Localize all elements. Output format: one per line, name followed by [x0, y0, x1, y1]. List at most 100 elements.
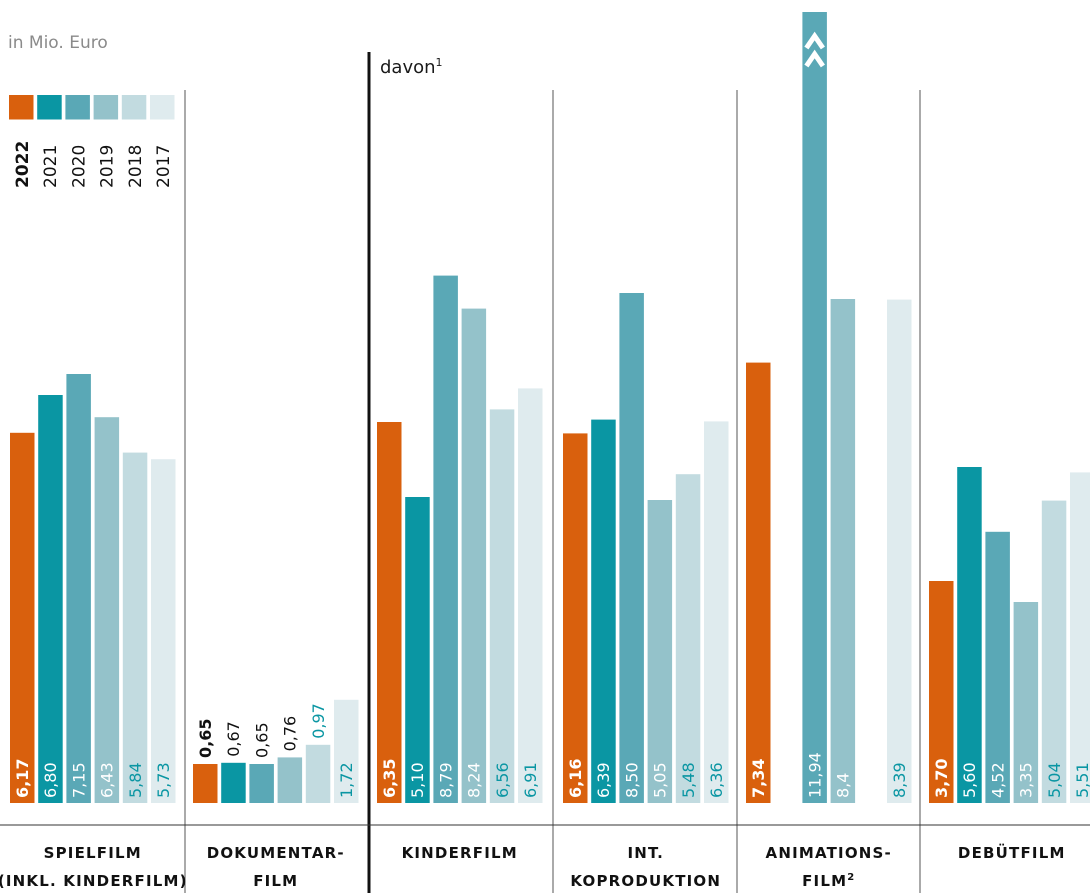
category-label-2-line0: KINDERFILM: [402, 844, 518, 862]
value-label-5-2021: 5,60: [960, 762, 979, 798]
bar-1-2019: [277, 757, 303, 803]
davon-text: davon: [380, 57, 436, 78]
category-label-5-line0: DEBÜTFILM: [958, 843, 1066, 862]
bar-3-2017: [704, 421, 729, 803]
bar-1-2017: [334, 699, 359, 803]
axis-break-chevron: [804, 31, 825, 50]
value-label-2-2020: 8,79: [436, 762, 455, 798]
bar-0-2017: [151, 459, 176, 803]
value-label-0-2017: 5,73: [154, 762, 173, 798]
category-label-4-line1: FILM2: [802, 872, 855, 890]
bar-1-2021: [221, 762, 246, 803]
legend-swatch-2022: [9, 95, 34, 120]
value-label-3-2021: 6,39: [594, 762, 613, 798]
bar-0-2021: [38, 395, 63, 803]
value-label-3-2020: 8,50: [622, 762, 641, 798]
legend-swatch-2017: [150, 95, 175, 120]
category-label-1-line1: FILM: [253, 872, 298, 890]
category-footnote-4: 2: [847, 872, 855, 883]
bar-5-2017: [1070, 472, 1090, 803]
value-label-3-2022: 6,16: [566, 759, 585, 798]
bar-5-2020: [985, 531, 1010, 803]
category-label-4-line0: ANIMATIONS-: [766, 844, 892, 862]
value-label-2-2022: 6,35: [380, 759, 399, 798]
bar-5-2021: [957, 467, 982, 803]
value-label-2-2018: 6,56: [493, 762, 512, 798]
legend: 2022 2021 2020 2019 2018 2017: [9, 95, 175, 188]
bar-1-2022: [193, 764, 218, 803]
value-label-3-2019: 5,05: [651, 762, 670, 798]
legend-swatch-2018: [121, 95, 147, 120]
value-label-4-2022: 7,34: [749, 759, 768, 798]
value-label-3-2017: 6,36: [707, 762, 726, 798]
bar-4-2017: [887, 299, 912, 803]
bar-4-2020: [802, 12, 827, 803]
legend-year-2022: 2022: [13, 141, 33, 188]
bar-3-2021: [591, 419, 616, 803]
value-label-5-2018: 5,04: [1045, 762, 1064, 798]
legend-swatch-2019: [93, 95, 119, 120]
bar-4-2019: [830, 299, 856, 803]
legend-year-2019: 2019: [98, 145, 118, 188]
bar-2-2022: [377, 422, 402, 803]
value-label-5-2022: 3,70: [932, 759, 951, 798]
bar-0-2020: [66, 374, 91, 803]
value-label-1-2017: 1,72: [337, 762, 356, 798]
bar-2-2018: [489, 409, 515, 803]
value-label-0-2019: 6,43: [98, 762, 117, 798]
bar-5-2018: [1041, 500, 1067, 803]
bar-0-2018: [122, 452, 148, 803]
axis-break-chevron: [804, 49, 825, 68]
bar-3-2018: [675, 474, 701, 803]
unit-label: in Mio. Euro: [8, 33, 108, 53]
bar-2-2021: [405, 497, 430, 803]
bar-1-2018: [305, 744, 331, 803]
bar-3-2022: [563, 433, 588, 803]
group-separators: [0, 52, 1090, 893]
value-label-5-2017: 5,51: [1073, 762, 1090, 798]
legend-year-2020: 2020: [69, 145, 89, 188]
bar-5-2019: [1013, 602, 1039, 803]
value-label-4-2017: 8,39: [890, 762, 909, 798]
value-label-0-2021: 6,80: [41, 762, 60, 798]
value-label-2-2019: 8,24: [465, 762, 484, 798]
legend-year-2017: 2017: [154, 145, 174, 188]
legend-swatch-2020: [65, 95, 90, 120]
bar-3-2020: [619, 293, 644, 803]
value-label-2-2017: 6,91: [521, 762, 540, 798]
value-label-3-2018: 5,48: [679, 762, 698, 798]
bar-2-2019: [461, 308, 487, 803]
legend-year-2018: 2018: [126, 145, 146, 188]
value-label-1-2020: 0,65: [252, 722, 271, 758]
value-label-5-2020: 4,52: [988, 762, 1007, 798]
legend-swatch-2021: [37, 95, 62, 120]
category-label-3-line1: KOPRODUKTION: [570, 872, 721, 890]
category-labels: SPIELFILM (INKL. KINDERFILM) DOKUMENTAR- FI…: [0, 843, 1066, 890]
category-label-0-line0: SPIELFILM: [44, 844, 142, 862]
bar-5-2022: [929, 581, 954, 803]
category-label-3-line0: INT.: [627, 844, 664, 862]
value-label-1-2019: 0,76: [281, 716, 300, 752]
value-label-2-2021: 5,10: [408, 762, 427, 798]
bar-2-2020: [433, 275, 458, 804]
bar-groups: 6,17 6,80 7,15 6,43 5,84 5,73 0,65 0,67 0,65 0,76…: [10, 12, 1090, 804]
value-label-0-2020: 7,15: [69, 762, 88, 798]
bar-3-2019: [647, 500, 673, 803]
value-label-4-2019: 8,4: [834, 773, 853, 798]
value-label-1-2021: 0,67: [224, 721, 243, 757]
bar-1-2020: [249, 764, 274, 803]
bar-0-2019: [94, 417, 120, 803]
bar-2-2017: [518, 388, 543, 803]
davon-footnote: 1: [436, 56, 443, 69]
value-label-0-2018: 5,84: [126, 762, 145, 798]
value-label-1-2022: 0,65: [196, 719, 215, 758]
category-label-0-line1: (INKL. KINDERFILM): [0, 872, 188, 890]
value-label-4-2020: 11,94: [805, 752, 824, 798]
bar-0-2022: [10, 432, 35, 803]
value-label-5-2019: 3,35: [1017, 762, 1036, 798]
legend-year-2021: 2021: [41, 145, 61, 188]
davon-label: davon1: [380, 56, 443, 78]
value-label-1-2018: 0,97: [309, 703, 328, 739]
bar-4-2022: [746, 362, 771, 803]
